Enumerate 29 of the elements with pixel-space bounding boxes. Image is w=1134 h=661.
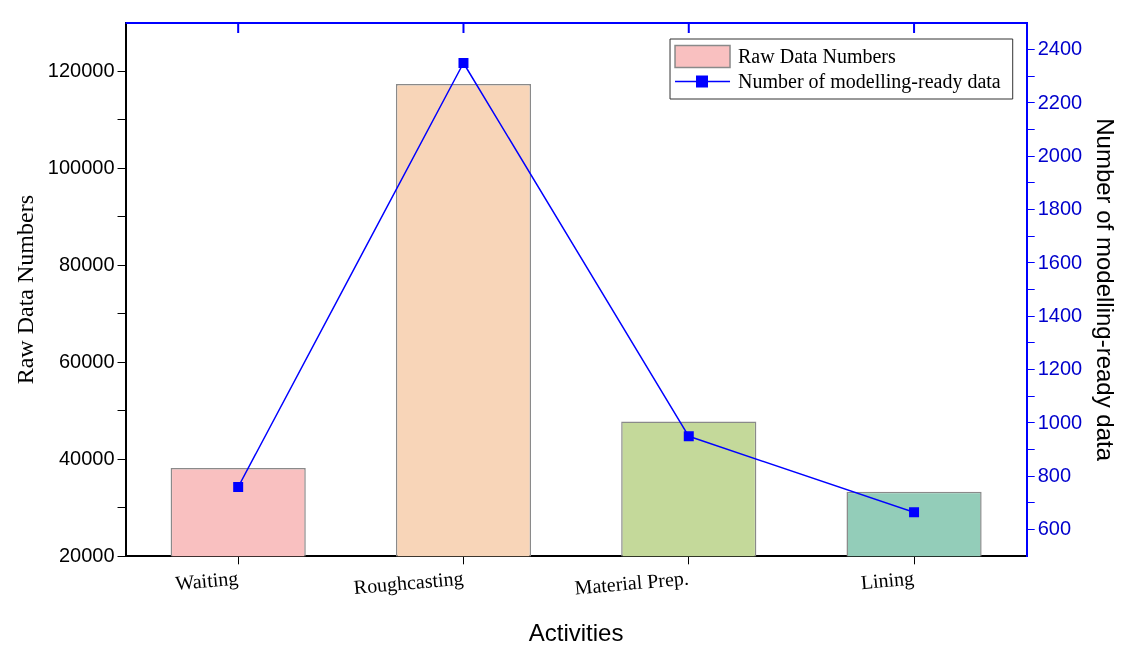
- y2-tick-label: 600: [1037, 517, 1072, 540]
- x-tick-label: Material Prep.: [573, 566, 690, 600]
- x-tick-label: Lining: [859, 566, 915, 595]
- y-tick-label: 80000: [58, 252, 115, 275]
- y2-tick-label: 2400: [1037, 37, 1083, 60]
- y2-tick-label: 1200: [1037, 357, 1083, 380]
- legend-label: Raw Data Numbers: [738, 44, 896, 67]
- x-axis-title: Activities: [528, 619, 624, 647]
- legend-label: Number of modelling-ready data: [738, 69, 1001, 93]
- x-tick-label: Roughcasting: [352, 566, 465, 600]
- point: [909, 507, 920, 518]
- y2-axis-title: Number of modelling-ready data: [1091, 118, 1119, 462]
- y2-tick-label: 2200: [1037, 90, 1083, 113]
- y-tick-label: 40000: [58, 446, 115, 469]
- y2-tick-label: 800: [1037, 463, 1072, 486]
- y2-tick-label: 2000: [1037, 143, 1083, 166]
- x-tick-label: Waiting: [174, 566, 240, 595]
- y-tick-label: 60000: [58, 349, 115, 372]
- y2-tick-label: 1000: [1037, 410, 1083, 433]
- y2-tick-label: 1800: [1037, 197, 1083, 220]
- point: [233, 482, 244, 492]
- point: [458, 58, 469, 68]
- point: [683, 431, 694, 442]
- y-tick-label: 20000: [58, 543, 115, 566]
- y2-tick-label: 1600: [1037, 250, 1083, 273]
- y-tick-label: 120000: [47, 59, 115, 81]
- y2-tick-label: 1400: [1037, 303, 1083, 326]
- y-axis-title: Raw Data Numbers: [11, 195, 38, 385]
- y-tick-label: 100000: [47, 155, 115, 178]
